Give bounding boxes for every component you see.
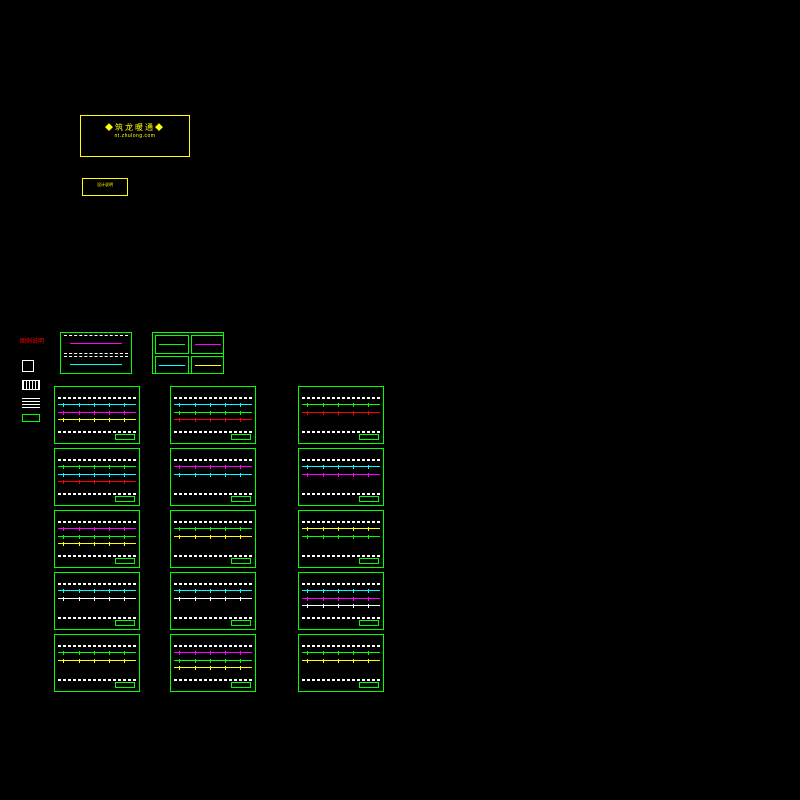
legend-symbol [22, 380, 40, 390]
drawing-sheet [170, 634, 256, 692]
half-sheet-cell [155, 356, 189, 374]
drawing-sheet [170, 386, 256, 444]
cad-model-space: ◆筑龙暖通◆ nt.zhulong.com 设计说明 图例说明 [0, 0, 800, 800]
drawing-sheet [298, 634, 384, 692]
drawing-sheet [54, 510, 140, 568]
drawing-sheet [54, 634, 140, 692]
half-sheet-row [64, 356, 128, 374]
drawing-sheet [298, 448, 384, 506]
drawing-sheet [54, 572, 140, 630]
legend-label: 图例说明 [20, 336, 44, 345]
half-sheet-group [60, 332, 132, 374]
half-sheet-row [64, 335, 128, 354]
title-sub-text: nt.zhulong.com [81, 133, 189, 139]
legend-symbol [22, 414, 40, 422]
drawing-sheet [298, 510, 384, 568]
drawing-sheet [298, 386, 384, 444]
title-main-text: ◆筑龙暖通◆ [81, 122, 189, 133]
half-sheet-cell [155, 335, 189, 354]
drawing-sheet [54, 448, 140, 506]
half-sheet-cell [191, 335, 224, 354]
stamp-text: 设计说明 [97, 182, 113, 187]
drawing-sheet [170, 510, 256, 568]
drawing-sheet [170, 448, 256, 506]
stamp-block: 设计说明 [82, 178, 128, 196]
drawing-sheet [170, 572, 256, 630]
drawing-sheet [298, 572, 384, 630]
legend-symbol [22, 360, 34, 372]
half-sheet-group [152, 332, 224, 374]
title-block: ◆筑龙暖通◆ nt.zhulong.com [80, 115, 190, 157]
half-sheet-cell [191, 356, 224, 374]
drawing-sheet [54, 386, 140, 444]
legend-symbol [22, 398, 40, 408]
